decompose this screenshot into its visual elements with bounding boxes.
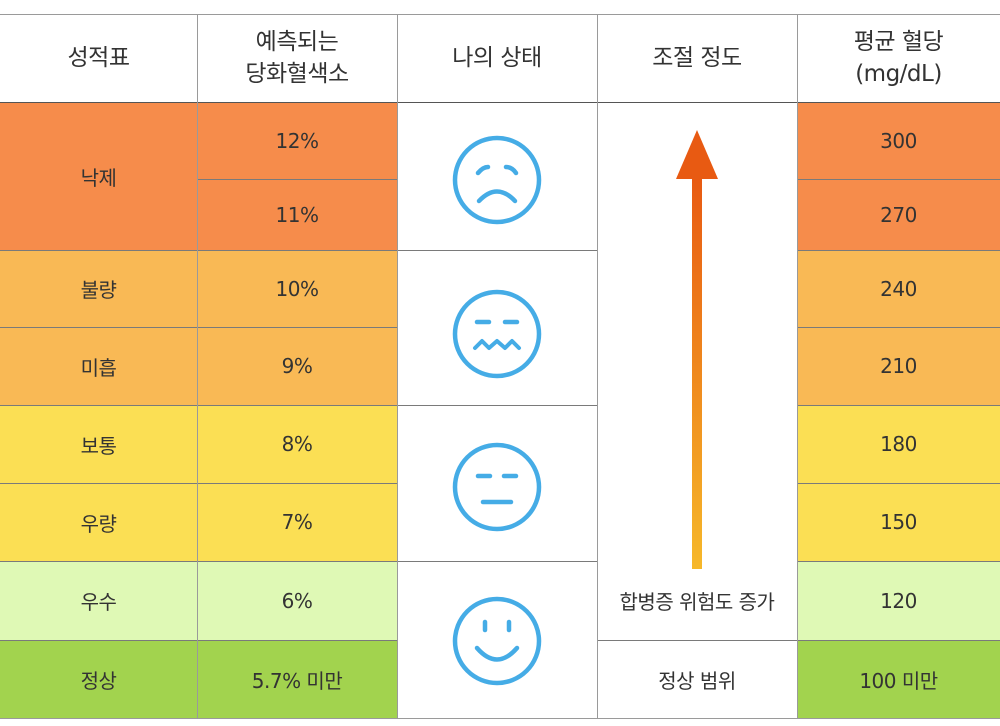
glucose-value: 100 미만 [859, 668, 938, 693]
bottom-border [0, 718, 1000, 719]
risk-increase-label: 합병증 위험도 증가 [597, 572, 797, 628]
hba1c-value: 9% [281, 354, 313, 378]
row-divider [0, 250, 597, 251]
hba1c-value: 12% [275, 129, 319, 153]
grade-cell-excellent: 우수 [0, 561, 197, 640]
hba1c-value: 5.7% 미만 [251, 668, 343, 693]
grade-cell-poor: 불량 [0, 250, 197, 327]
col-divider [397, 14, 398, 718]
glucose-cell: 210 [797, 327, 1000, 405]
neutral-face-icon [452, 442, 542, 532]
glucose-cell: 300 [797, 103, 1000, 179]
grade-label: 불량 [80, 278, 117, 302]
hba1c-cell: 11% [197, 179, 397, 250]
hba1c-value: 10% [275, 276, 319, 301]
col-divider [797, 14, 798, 718]
header-hba1c-line1: 예측되는 [255, 29, 339, 55]
col-divider [597, 14, 598, 718]
header-report-card-label: 성적표 [67, 45, 130, 71]
row-divider [0, 561, 597, 562]
header-my-state: 나의 상태 [397, 14, 597, 102]
header-avg-glucose-line2: (mg/dL) [855, 61, 942, 87]
header-report-card: 성적표 [0, 14, 197, 102]
hba1c-cell: 9% [197, 327, 397, 405]
glucose-value: 180 [880, 432, 917, 456]
header-hba1c-line2: 당화혈색소 [245, 61, 349, 87]
grade-label: 미흡 [80, 355, 117, 380]
glucose-cell: 240 [797, 250, 1000, 327]
header-control-level: 조절 정도 [597, 14, 797, 102]
header-divider [0, 102, 1000, 103]
glucose-cell: 180 [797, 405, 1000, 483]
header-avg-glucose: 평균 혈당 (mg/dL) [797, 14, 1000, 102]
row-divider [797, 327, 1000, 328]
glucose-cell: 150 [797, 483, 1000, 561]
glucose-cell: 100 미만 [797, 640, 1000, 718]
hba1c-cell: 12% [197, 103, 397, 179]
row-divider [797, 561, 1000, 562]
col-divider [197, 14, 198, 718]
row-divider [797, 250, 1000, 251]
hba1c-cell: 7% [197, 483, 397, 561]
glucose-cell: 120 [797, 561, 1000, 640]
smile-face-icon [452, 596, 542, 686]
glucose-value: 270 [880, 202, 917, 227]
sad-face-icon [452, 135, 542, 225]
top-border [0, 14, 1000, 15]
hba1c-value: 11% [275, 202, 319, 227]
glucose-value: 120 [880, 588, 917, 613]
grade-cell-fail: 낙제 [0, 103, 197, 250]
row-divider [797, 405, 1000, 406]
grade-cell-normal: 정상 [0, 640, 197, 718]
row-divider [0, 405, 597, 406]
row-divider [0, 640, 397, 641]
grade-label: 우량 [80, 511, 117, 536]
row-divider [0, 327, 397, 328]
row-divider [197, 179, 397, 180]
grade-label: 낙제 [80, 166, 117, 190]
worried-face-icon [452, 289, 542, 379]
header-control-level-label: 조절 정도 [652, 45, 742, 71]
grade-label: 우수 [80, 590, 117, 614]
grade-label: 보통 [80, 433, 117, 458]
grade-cell-average: 보통 [0, 405, 197, 483]
grade-cell-insufficient: 미흡 [0, 327, 197, 405]
header-my-state-label: 나의 상태 [452, 45, 542, 71]
row-divider [597, 640, 1000, 641]
risk-arrow-icon [676, 130, 718, 569]
glucose-value: 150 [880, 510, 917, 534]
glucose-value: 240 [880, 276, 917, 301]
row-divider [797, 179, 1000, 180]
grade-cell-good: 우량 [0, 483, 197, 561]
row-divider [797, 483, 1000, 484]
hba1c-value: 8% [281, 432, 313, 456]
header-avg-glucose-line1: 평균 혈당 [853, 29, 944, 55]
hba1c-cell: 6% [197, 561, 397, 640]
normal-range-text: 정상 범위 [658, 668, 736, 693]
hba1c-cell: 10% [197, 250, 397, 327]
glucose-cell: 270 [797, 179, 1000, 250]
row-divider [0, 483, 397, 484]
hba1c-cell: 8% [197, 405, 397, 483]
hba1c-value: 7% [281, 510, 313, 534]
grade-label: 정상 [80, 668, 117, 693]
hba1c-value: 6% [281, 588, 313, 613]
glucose-value: 210 [880, 354, 917, 378]
header-hba1c: 예측되는 당화혈색소 [197, 14, 397, 102]
hba1c-cell: 5.7% 미만 [197, 640, 397, 718]
glucose-value: 300 [880, 129, 917, 153]
normal-range-label: 정상 범위 [597, 640, 797, 718]
risk-increase-text: 합병증 위험도 증가 [619, 589, 775, 614]
